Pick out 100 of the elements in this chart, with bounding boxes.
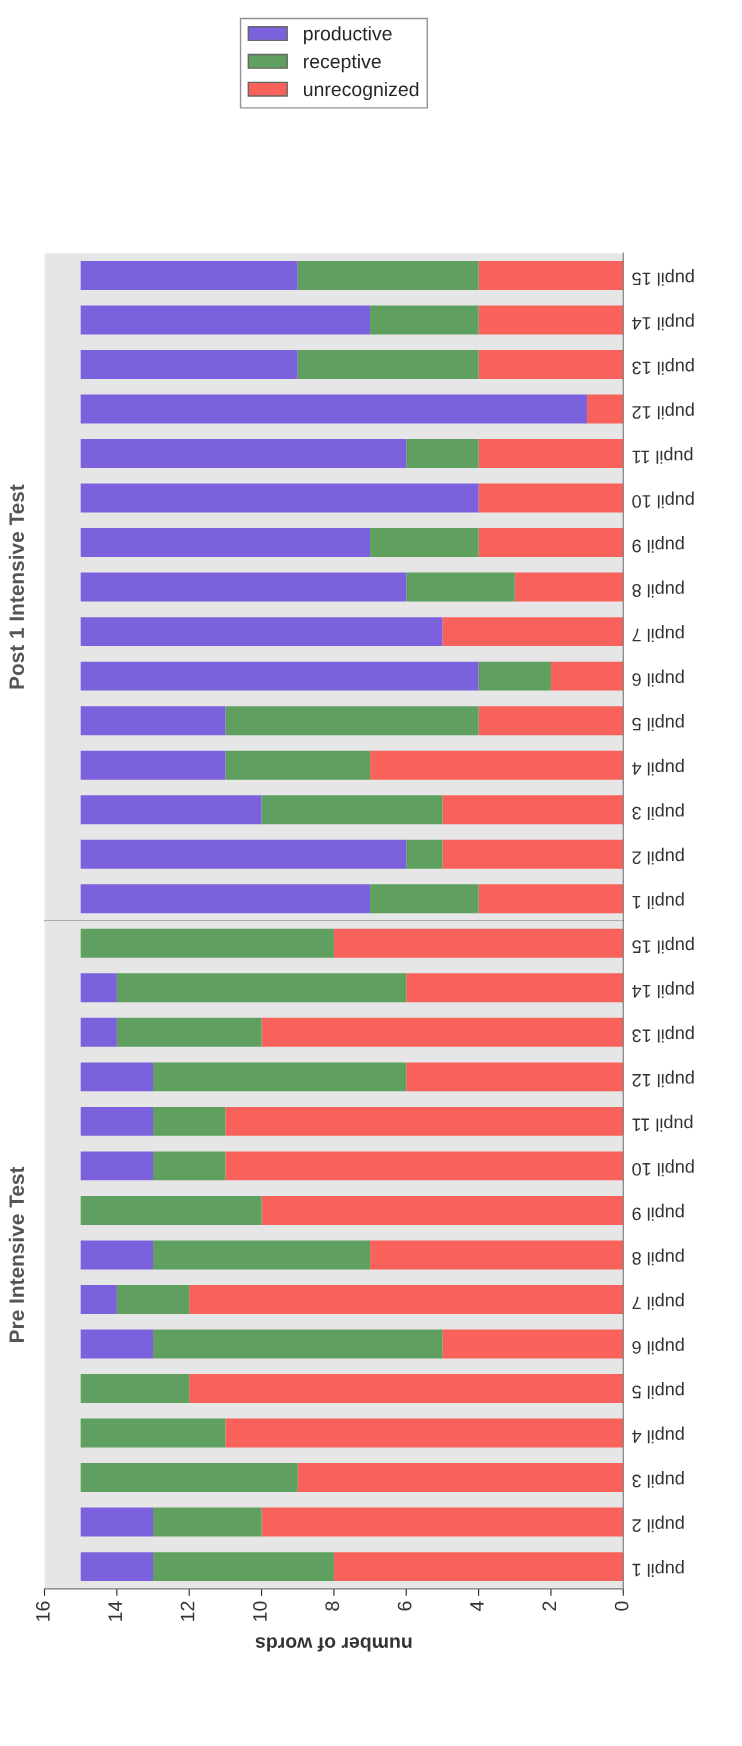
x-tick-label: 4 [470, 1601, 484, 1612]
bar [478, 884, 624, 914]
bar [478, 661, 551, 691]
bar [225, 750, 371, 780]
bar [116, 973, 407, 1003]
bar [261, 795, 443, 825]
bar [370, 1240, 624, 1270]
y-tick-label: pupil 8 [632, 580, 684, 598]
bar [261, 1017, 624, 1047]
bar [442, 617, 624, 647]
y-tick-label: pupil 5 [632, 1381, 684, 1399]
y-tick-label: pupil 6 [632, 1337, 684, 1355]
bar [80, 973, 117, 1003]
y-tick-label: pupil 2 [632, 1515, 684, 1533]
bar [442, 839, 624, 869]
x-tick-label: 14 [108, 1601, 122, 1621]
y-tick-label: pupil 11 [632, 1114, 693, 1132]
bar [116, 1284, 190, 1314]
y-tick-label: pupil 1 [632, 892, 684, 910]
bar [80, 1463, 298, 1493]
bar [153, 1151, 226, 1181]
bar [333, 1552, 624, 1582]
y-tick-label: pupil 9 [632, 536, 684, 553]
y-tick-label: pupil 9 [632, 1203, 684, 1221]
x-tick-label: 6 [397, 1601, 412, 1611]
bar [80, 1017, 117, 1047]
y-tick-label: pupil 12 [632, 402, 694, 420]
x-tick-label: 2 [542, 1601, 556, 1611]
bar [80, 439, 407, 468]
bar [80, 928, 334, 958]
y-tick-label: pupil 8 [632, 1248, 684, 1266]
bar [80, 350, 298, 379]
bar [80, 617, 443, 647]
legend-label: unrecognized [304, 81, 419, 101]
bar [80, 1284, 117, 1314]
bar [442, 1329, 624, 1359]
bar [80, 1151, 154, 1181]
bar [370, 884, 479, 914]
bar [261, 1507, 624, 1537]
bar [297, 260, 479, 290]
y-tick-label: pupil 13 [632, 1025, 694, 1043]
bar [587, 394, 624, 424]
bar [478, 439, 624, 468]
bar [80, 1552, 154, 1582]
y-tick-label: pupil 5 [632, 714, 684, 731]
bar [153, 1552, 334, 1582]
y-tick-label: pupil 6 [632, 669, 684, 687]
y-tick-label: pupil 13 [632, 357, 694, 375]
x-tick-label: 12 [180, 1601, 195, 1621]
bar [370, 305, 479, 335]
bar [478, 305, 624, 335]
bar [550, 661, 624, 691]
y-tick-label: pupil 10 [632, 491, 694, 509]
bar [406, 973, 624, 1003]
y-tick-label: pupil 4 [632, 1426, 684, 1444]
bar [80, 394, 588, 424]
text: Pre Intensive Test [8, 1166, 25, 1342]
bar [478, 350, 624, 379]
bar [80, 884, 371, 914]
bar [80, 1240, 154, 1270]
y-tick-label: pupil 3 [632, 803, 684, 820]
bar [80, 1374, 190, 1403]
bar [153, 1106, 226, 1136]
bar [406, 439, 479, 468]
bar [153, 1240, 371, 1270]
y-tick-label: pupil 15 [632, 936, 694, 954]
bar [80, 1062, 154, 1092]
bar [406, 572, 515, 602]
bar [80, 260, 298, 290]
y-tick-label: pupil 7 [632, 1292, 684, 1310]
x-tick-label: 10 [253, 1601, 267, 1621]
bar [80, 795, 262, 825]
bar [153, 1507, 262, 1537]
text: Post 1 Intensive Test [8, 484, 25, 689]
y-tick-label: pupil 10 [632, 1159, 694, 1177]
x-tick-label: 8 [325, 1601, 340, 1611]
bar [297, 350, 479, 379]
bar [80, 706, 226, 736]
bar [225, 706, 479, 736]
bar [153, 1062, 407, 1092]
bar [370, 528, 479, 558]
bar [478, 260, 624, 290]
y-tick-label: pupil 15 [632, 268, 694, 286]
y-tick-label: pupil 12 [632, 1070, 694, 1088]
bar [80, 305, 371, 335]
bar [478, 706, 624, 736]
legend-label: receptive [304, 54, 381, 73]
bar [225, 1418, 624, 1448]
y-tick-label: pupil 14 [632, 313, 694, 331]
y-tick-label: pupil 4 [632, 758, 684, 776]
bar [189, 1374, 624, 1403]
bar [406, 839, 443, 869]
bar [261, 1195, 624, 1225]
y-tick-label: pupil 7 [632, 625, 684, 642]
bar [80, 1106, 154, 1136]
x-tick-label: 16 [35, 1601, 50, 1621]
bar [116, 1017, 262, 1047]
bar [80, 1195, 262, 1225]
bar [80, 839, 407, 869]
bar [80, 661, 479, 691]
